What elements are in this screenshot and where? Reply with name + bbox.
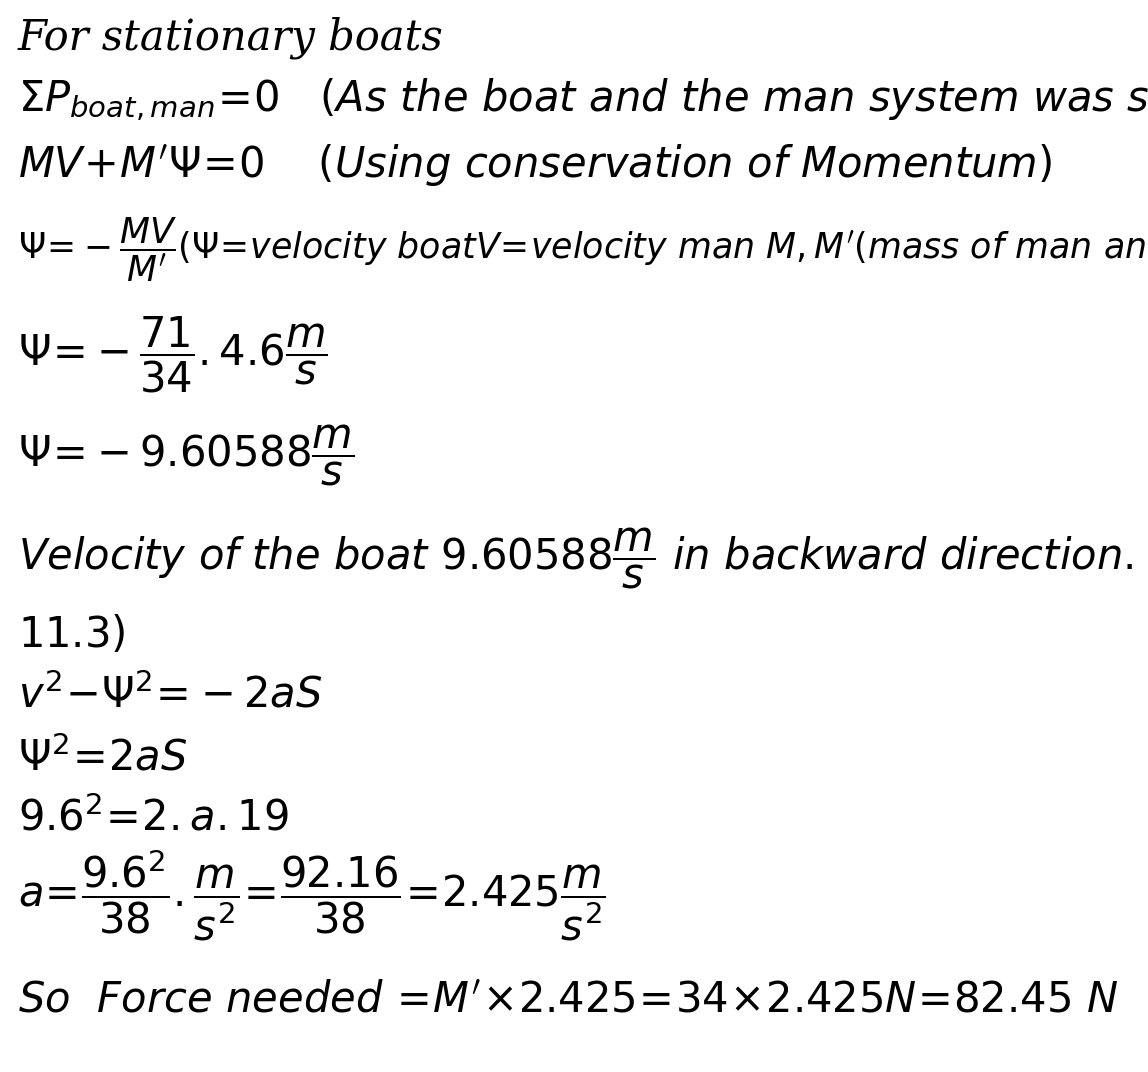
Text: $9.6^{2}\!=\!2.a.19$: $9.6^{2}\!=\!2.a.19$ bbox=[18, 796, 288, 839]
Text: $\Psi^{2}\!=\!2aS$: $\Psi^{2}\!=\!2aS$ bbox=[18, 736, 187, 779]
Text: $11.3)$: $11.3)$ bbox=[18, 614, 125, 656]
Text: $\Psi\!=\!-9.60588\dfrac{m}{s}$: $\Psi\!=\!-9.60588\dfrac{m}{s}$ bbox=[18, 422, 354, 488]
Text: $a\!=\!\dfrac{9.6^{2}}{38}.\dfrac{m}{s^{2}}\!=\!\dfrac{92.16}{38}\!=\!2.425\dfra: $a\!=\!\dfrac{9.6^{2}}{38}.\dfrac{m}{s^{… bbox=[18, 848, 606, 942]
Text: $\Psi\!=\!-\dfrac{71}{34}.4.6\dfrac{m}{s}$: $\Psi\!=\!-\dfrac{71}{34}.4.6\dfrac{m}{s… bbox=[18, 315, 327, 394]
Text: $So\ \ Force\ needed\ \!=\!M'\!\times\!2.425\!=\!34\!\times\!2.425N\!=\!82.45\ N: $So\ \ Force\ needed\ \!=\!M'\!\times\!2… bbox=[18, 979, 1118, 1021]
Text: $v^{2}\!-\!\Psi^{2}\!=\!-2aS$: $v^{2}\!-\!\Psi^{2}\!=\!-2aS$ bbox=[18, 673, 323, 716]
Text: $MV\!+\!M'\Psi\!=\!0$    $(Using\ conservation\ of\ Momentum)$: $MV\!+\!M'\Psi\!=\!0$ $(Using\ conservat… bbox=[18, 142, 1052, 188]
Text: $\Sigma P_{boat,man}\!=\!0$   $(As\ the\ boat\ and\ the\ man\ system\ was\ stati: $\Sigma P_{boat,man}\!=\!0$ $(As\ the\ b… bbox=[18, 77, 1148, 123]
Text: $Velocity\ of\ the\ boat\ 9.60588\dfrac{m}{s}\ in\ backward\ direction.$: $Velocity\ of\ the\ boat\ 9.60588\dfrac{… bbox=[18, 525, 1133, 591]
Text: $\Psi\!=\!-\dfrac{MV}{M'}(\Psi\!=\!velocity\ boatV\!=\!velocity\ man\ M,M'(mass\: $\Psi\!=\!-\dfrac{MV}{M'}(\Psi\!=\!veloc… bbox=[18, 215, 1148, 284]
Text: For stationary boats: For stationary boats bbox=[18, 17, 444, 59]
